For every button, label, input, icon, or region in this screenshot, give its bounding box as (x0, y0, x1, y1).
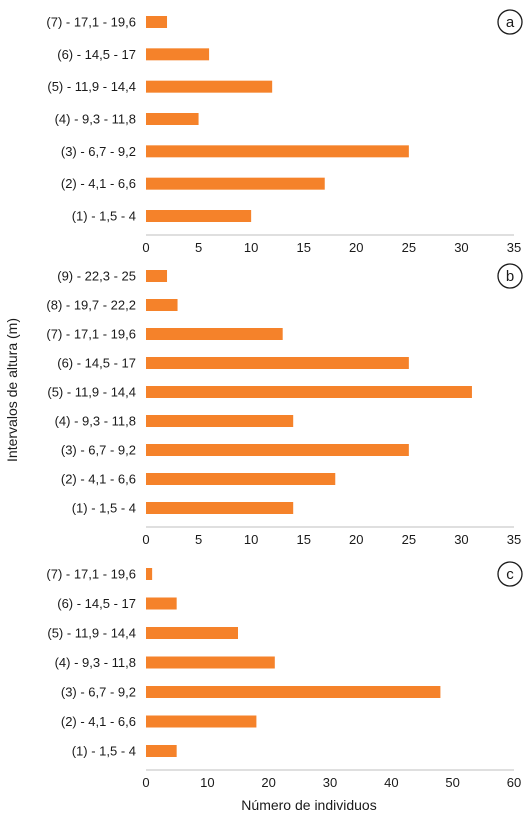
category-label: (7) - 17,1 - 19,6 (46, 567, 136, 582)
category-label: (6) - 14,5 - 17 (57, 596, 136, 611)
bar (146, 328, 283, 340)
chart-panels: (1) - 1,5 - 4 (2) - 4,1 - 6,6 (3) - 6,7 - … (46, 9, 523, 790)
category-label: (2) - 4,1 - 6,6 (61, 176, 136, 191)
x-tick-label: 5 (195, 240, 202, 255)
panel-b: (1) - 1,5 - 4 (2) - 4,1 - 6,6 (3) - 6,7 - … (46, 263, 523, 547)
bar (146, 210, 252, 222)
x-tick-label: 30 (454, 240, 468, 255)
x-tick-label: 25 (402, 240, 416, 255)
bar (146, 415, 294, 427)
bar (146, 48, 210, 61)
x-tick-label: 10 (200, 775, 214, 790)
bar (146, 502, 294, 514)
x-tick-label: 30 (454, 532, 468, 547)
bar (146, 113, 199, 125)
panel-c: (1) - 1,5 - 4 (2) - 4,1 - 6,6 (3) - 6,7 - … (46, 561, 523, 790)
bar (146, 473, 336, 485)
category-label: (3) - 6,7 - 9,2 (61, 443, 136, 458)
bar (146, 270, 168, 282)
panel-a: (1) - 1,5 - 4 (2) - 4,1 - 6,6 (3) - 6,7 - … (46, 9, 523, 255)
bar (146, 686, 441, 698)
bar (146, 715, 257, 728)
category-label: (7) - 17,1 - 19,6 (46, 327, 136, 342)
category-label: (2) - 4,1 - 6,6 (61, 472, 136, 487)
x-tick-label: 20 (349, 532, 363, 547)
panel-label-circle (497, 561, 523, 587)
bar (146, 444, 409, 456)
panel-label: b (506, 268, 514, 285)
bar (146, 597, 177, 610)
bar (146, 177, 325, 190)
bar (146, 299, 178, 311)
category-label: (6) - 14,5 - 17 (57, 356, 136, 371)
category-label: (5) - 11,9 - 14,4 (47, 385, 136, 400)
x-tick-label: 20 (349, 240, 363, 255)
category-label: (1) - 1,5 - 4 (72, 209, 136, 224)
x-tick-label: 0 (142, 775, 149, 790)
panel-label-circle (497, 263, 523, 289)
x-axis-title: Número de individuos (241, 797, 376, 813)
bar (146, 745, 177, 757)
x-tick-label: 10 (244, 240, 258, 255)
category-label: (1) - 1,5 - 4 (72, 501, 136, 516)
bar (146, 357, 409, 369)
category-label: (5) - 11,9 - 14,4 (47, 79, 136, 94)
x-tick-label: 35 (507, 532, 521, 547)
category-label: (1) - 1,5 - 4 (72, 744, 136, 759)
x-tick-label: 60 (507, 775, 521, 790)
category-label: (4) - 9,3 - 11,8 (55, 655, 136, 670)
category-label: (2) - 4,1 - 6,6 (61, 714, 136, 729)
category-label: (4) - 9,3 - 11,8 (55, 112, 136, 127)
category-label: (3) - 6,7 - 9,2 (61, 144, 136, 159)
bar (146, 16, 168, 28)
bar (146, 568, 153, 580)
bar (146, 145, 409, 158)
bar (146, 386, 472, 398)
x-tick-label: 50 (445, 775, 459, 790)
category-label: (5) - 11,9 - 14,4 (47, 626, 136, 641)
x-tick-label: 20 (261, 775, 275, 790)
x-tick-label: 0 (142, 532, 149, 547)
x-tick-label: 5 (195, 532, 202, 547)
x-tick-label: 15 (296, 532, 310, 547)
x-tick-label: 10 (244, 532, 258, 547)
category-label: (4) - 9,3 - 11,8 (55, 414, 136, 429)
panel-label: c (506, 566, 514, 583)
category-label: (7) - 17,1 - 19,6 (46, 15, 136, 30)
bar (146, 656, 275, 669)
x-tick-label: 15 (296, 240, 310, 255)
x-tick-label: 30 (323, 775, 337, 790)
x-tick-label: 35 (507, 240, 521, 255)
panel-label-circle (497, 9, 523, 35)
category-label: (6) - 14,5 - 17 (57, 47, 136, 62)
x-tick-label: 40 (384, 775, 398, 790)
x-tick-label: 0 (142, 240, 149, 255)
panel-label: a (506, 14, 515, 31)
category-label: (8) - 19,7 - 22,2 (46, 298, 136, 313)
y-axis-title: Intervalos de altura (m) (4, 318, 20, 462)
x-tick-label: 25 (402, 532, 416, 547)
category-label: (3) - 6,7 - 9,2 (61, 685, 136, 700)
bar (146, 80, 273, 93)
category-label: (9) - 22,3 - 25 (57, 269, 136, 284)
bar (146, 627, 238, 639)
